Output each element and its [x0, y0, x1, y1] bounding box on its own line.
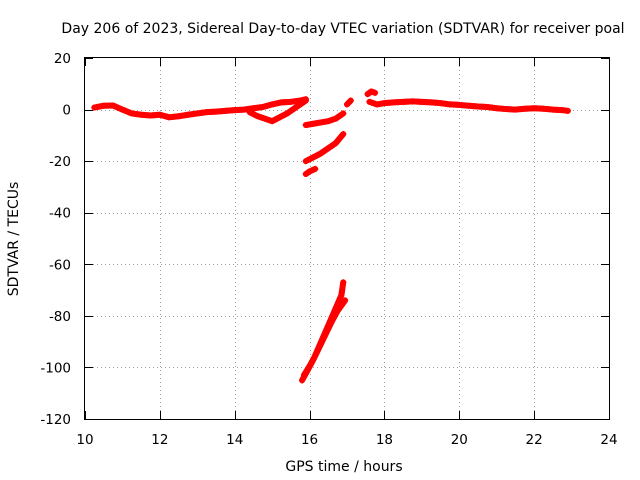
y-axis-label: SDTVAR / TECUs: [6, 182, 22, 297]
y-tick-label: -100: [40, 360, 71, 376]
x-tick-label: 12: [151, 432, 168, 448]
x-tick-label: 18: [376, 432, 393, 448]
x-tick-label: 24: [600, 432, 617, 448]
y-tick-label: 20: [54, 51, 71, 67]
axis-ticks: [85, 58, 610, 420]
data-point: [340, 110, 347, 117]
x-tick-label: 20: [451, 432, 468, 448]
data-point: [340, 131, 347, 138]
data-point: [342, 297, 349, 304]
y-tick-label: -80: [49, 309, 71, 325]
data-point: [340, 279, 347, 286]
x-axis-label: GPS time / hours: [285, 459, 402, 475]
y-tick-label: -40: [49, 206, 71, 222]
data-point: [312, 165, 319, 172]
tick-labels: 10 12 14 16 18 20 22 24 -120 -100 -80 -60 -40 -20 0 20: [40, 51, 617, 448]
chart-title: Day 206 of 2023, Sidereal Day-to-day VTE…: [61, 21, 624, 37]
x-tick-label: 14: [226, 432, 243, 448]
y-tick-label: -120: [40, 412, 71, 428]
data-point: [372, 89, 379, 96]
data-points: [91, 88, 571, 384]
y-tick-label: -60: [49, 257, 71, 273]
data-point: [302, 97, 309, 104]
data-point: [564, 107, 571, 114]
y-tick-label: -20: [49, 154, 71, 170]
y-tick-label: 0: [62, 103, 71, 119]
plot-frame: [84, 57, 610, 420]
data-point: [347, 97, 354, 104]
grid: [85, 58, 609, 419]
x-tick-label: 10: [76, 432, 93, 448]
x-tick-label: 22: [526, 432, 543, 448]
x-tick-label: 16: [301, 432, 318, 448]
